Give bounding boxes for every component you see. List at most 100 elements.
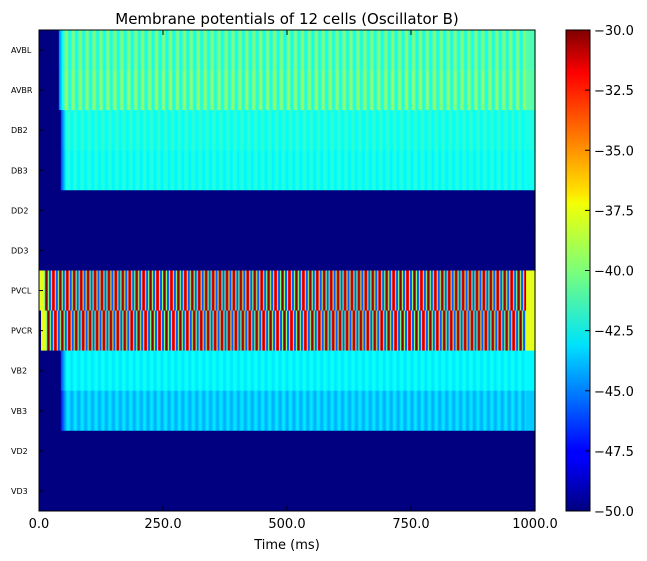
heatmap-cell: [434, 110, 437, 151]
heatmap-cell: [380, 110, 382, 151]
heatmap-cell: [175, 310, 178, 352]
heatmap-cell: [310, 30, 313, 71]
heatmap-cell: [419, 350, 422, 392]
heatmap-cell: [498, 70, 500, 111]
heatmap-cell: [170, 190, 173, 231]
heatmap-cell: [116, 150, 118, 191]
heatmap-cell: [273, 190, 275, 231]
heatmap-cell: [214, 150, 217, 191]
heatmap-cell: [214, 310, 217, 352]
heatmap-cell: [482, 110, 485, 151]
heatmap-cell: [350, 30, 353, 71]
heatmap-cell: [83, 390, 86, 432]
heatmap-cell: [309, 110, 312, 151]
heatmap-cell: [396, 30, 398, 71]
heatmap-cell: [323, 70, 326, 111]
heatmap-cell: [246, 230, 248, 271]
heatmap-cell: [86, 190, 89, 231]
heatmap-cell: [238, 350, 240, 392]
heatmap-cell: [447, 310, 450, 352]
heatmap-cell: [426, 70, 429, 111]
heatmap-cell: [456, 350, 459, 392]
heatmap-cell: [206, 270, 209, 312]
heatmap-cell: [425, 230, 428, 271]
heatmap-cell: [165, 270, 168, 312]
heatmap-cell: [164, 190, 167, 231]
heatmap-cell: [247, 150, 249, 191]
heatmap-cell: [408, 110, 410, 151]
heatmap-cell: [95, 70, 98, 111]
heatmap-cell: [458, 390, 461, 432]
heatmap-cell: [344, 310, 347, 352]
heatmap-cell: [239, 190, 241, 231]
heatmap-cell: [516, 190, 518, 231]
heatmap-cell: [121, 150, 123, 191]
heatmap-cell: [108, 390, 111, 432]
heatmap-cell: [113, 350, 115, 392]
heatmap-cell: [505, 30, 507, 71]
heatmap-cell: [433, 230, 436, 271]
heatmap-cell: [130, 310, 132, 352]
heatmap-cell: [42, 190, 45, 231]
heatmap-cell: [487, 230, 489, 271]
heatmap-cell: [154, 310, 156, 352]
heatmap-cell: [161, 270, 163, 312]
heatmap-cell: [143, 70, 145, 111]
heatmap-cell: [129, 310, 131, 352]
heatmap-cell: [156, 270, 158, 312]
heatmap-cell: [208, 150, 211, 191]
heatmap-cell: [505, 110, 507, 151]
heatmap-cell: [79, 70, 82, 111]
heatmap-cell: [80, 270, 83, 312]
heatmap-cell: [182, 270, 185, 312]
heatmap-cell: [523, 310, 525, 352]
heatmap-cell: [417, 230, 420, 271]
heatmap-cell: [444, 350, 447, 392]
heatmap-cell: [469, 390, 472, 432]
heatmap-cell: [187, 230, 190, 271]
heatmap-cell: [326, 70, 329, 111]
heatmap-cell: [225, 190, 228, 231]
heatmap-cell: [333, 70, 336, 111]
heatmap-cell: [147, 110, 149, 151]
heatmap-cell: [524, 230, 526, 271]
heatmap-cell: [170, 270, 173, 312]
heatmap-cell: [425, 390, 428, 432]
heatmap-cell: [67, 230, 70, 271]
heatmap-cell: [104, 150, 107, 191]
heatmap-cell: [529, 230, 531, 271]
heatmap-cell: [136, 150, 138, 191]
heatmap-cell: [412, 390, 415, 432]
heatmap-cell: [232, 310, 235, 352]
heatmap-cell: [47, 350, 50, 392]
heatmap-cell: [461, 350, 464, 392]
heatmap-cell: [458, 310, 461, 352]
heatmap-cell: [271, 150, 273, 191]
heatmap-cell: [484, 230, 486, 271]
heatmap-cell: [293, 310, 296, 352]
heatmap-cell: [310, 190, 313, 231]
heatmap-cell: [455, 190, 458, 231]
heatmap-cell: [341, 310, 344, 352]
heatmap-cell: [249, 310, 251, 352]
heatmap-cell: [269, 110, 271, 151]
heatmap-cell: [311, 190, 314, 231]
heatmap-cell: [142, 150, 144, 191]
heatmap-cell: [44, 230, 47, 271]
heatmap-cell: [89, 150, 92, 191]
heatmap-cell: [125, 270, 127, 312]
heatmap-cell: [495, 270, 497, 312]
heatmap-cell: [290, 230, 293, 271]
heatmap-cell: [354, 230, 357, 271]
heatmap-cell: [226, 30, 229, 71]
heatmap-cell: [415, 30, 418, 71]
heatmap-cell: [510, 150, 512, 191]
heatmap-cell: [446, 30, 449, 71]
heatmap-cell: [179, 30, 182, 71]
heatmap-cell: [258, 390, 260, 432]
heatmap-cell: [295, 390, 298, 432]
heatmap-cell: [142, 30, 144, 71]
heatmap-cell: [226, 270, 229, 312]
heatmap-cell: [95, 230, 98, 271]
heatmap-cell: [429, 270, 432, 312]
